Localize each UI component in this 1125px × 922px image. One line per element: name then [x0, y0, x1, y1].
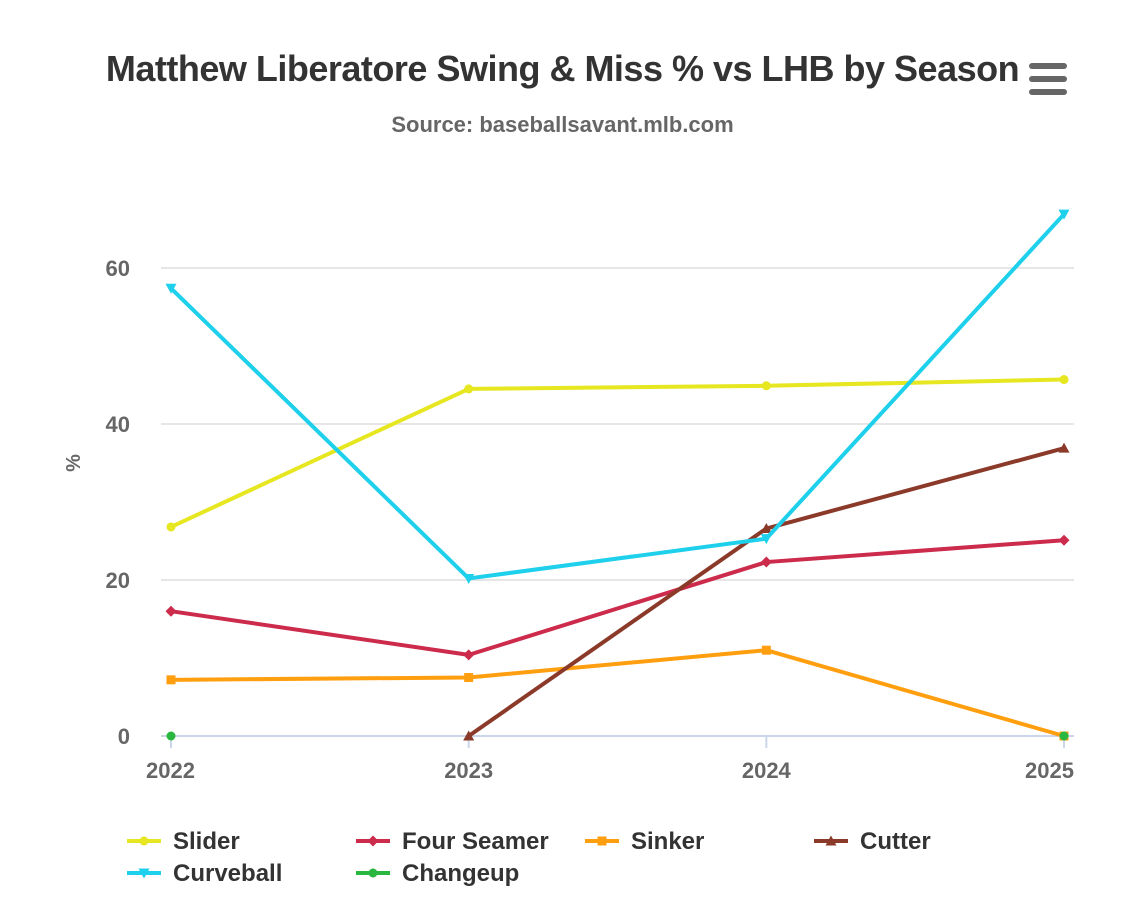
legend-marker — [368, 868, 378, 878]
series-slider — [166, 375, 1069, 532]
data-point-four-seamer — [1058, 534, 1070, 546]
data-point-slider — [761, 381, 771, 391]
legend-marker — [138, 868, 150, 879]
data-point-slider — [464, 384, 474, 394]
data-point-sinker — [464, 673, 474, 682]
series-cutter — [463, 442, 1070, 741]
data-point-sinker — [761, 645, 771, 655]
series-line-sinker — [169, 648, 1066, 738]
data-point-cutter — [1058, 442, 1070, 453]
y-tick-label: 20 — [106, 568, 130, 593]
series-curveball — [165, 209, 1070, 584]
legend-label: Curveball — [173, 860, 282, 887]
x-tick-label: 2022 — [146, 758, 195, 783]
y-tick-label: 40 — [106, 412, 130, 437]
y-tick-label: 60 — [106, 256, 130, 281]
legend-item-sinker[interactable]: Sinker — [585, 828, 704, 855]
data-point-slider — [166, 522, 176, 532]
legend-item-curveball[interactable]: Curveball — [127, 860, 282, 887]
legend: Slider Four Seamer Sinker Cutter Curveball Ch… — [127, 828, 931, 887]
legend-marker — [825, 835, 837, 846]
legend-marker — [367, 835, 379, 847]
data-point-cutter — [463, 730, 475, 741]
chart-subtitle: Source: baseballsavant.mlb.com — [391, 112, 734, 137]
chart-title: Matthew Liberatore Swing & Miss % vs LHB… — [105, 48, 1020, 89]
legend-item-cutter[interactable]: Cutter — [814, 828, 931, 855]
data-point-curveball — [760, 534, 772, 545]
legend-label: Sinker — [631, 828, 704, 855]
series-changeup — [166, 731, 1069, 741]
y-axis-title: % — [63, 454, 85, 472]
axes: 0 20 40 60 2022 2023 2024 2025% — [63, 256, 1074, 783]
series-line-cutter — [466, 446, 1066, 738]
legend-label: Cutter — [860, 828, 931, 855]
data-point-curveball — [1058, 209, 1070, 220]
grid-lines — [161, 267, 1074, 581]
data-point-curveball — [165, 283, 177, 294]
legend-marker — [597, 836, 607, 846]
data-point-changeup — [1059, 731, 1069, 741]
y-tick-label: 0 — [118, 724, 130, 749]
legend-marker — [139, 836, 149, 846]
series-four-seamer — [165, 534, 1070, 661]
data-point-changeup — [166, 731, 176, 741]
x-tick-label: 2024 — [742, 758, 792, 783]
data-point-curveball — [463, 573, 475, 584]
legend-item-changeup[interactable]: Changeup — [356, 860, 519, 887]
series-line-slider — [169, 377, 1066, 529]
legend-item-slider[interactable]: Slider — [127, 828, 240, 855]
data-point-four-seamer — [760, 556, 772, 568]
legend-label: Slider — [173, 828, 240, 855]
data-point-slider — [1059, 375, 1069, 385]
series-sinker — [166, 645, 1069, 741]
data-point-sinker — [166, 675, 176, 685]
legend-item-four-seamer[interactable]: Four Seamer — [356, 828, 549, 855]
hamburger-menu-icon[interactable] — [1026, 60, 1070, 100]
x-tick-label: 2023 — [444, 758, 493, 783]
series-line-four-seamer — [169, 538, 1066, 657]
legend-label: Four Seamer — [402, 828, 549, 855]
data-point-four-seamer — [463, 649, 475, 661]
data-point-four-seamer — [165, 605, 177, 617]
series-line-curveball — [169, 212, 1066, 581]
data-point-cutter — [760, 523, 772, 534]
x-tick-label: 2025 — [1025, 758, 1074, 783]
legend-label: Changeup — [402, 860, 519, 887]
series-lines — [165, 209, 1070, 741]
